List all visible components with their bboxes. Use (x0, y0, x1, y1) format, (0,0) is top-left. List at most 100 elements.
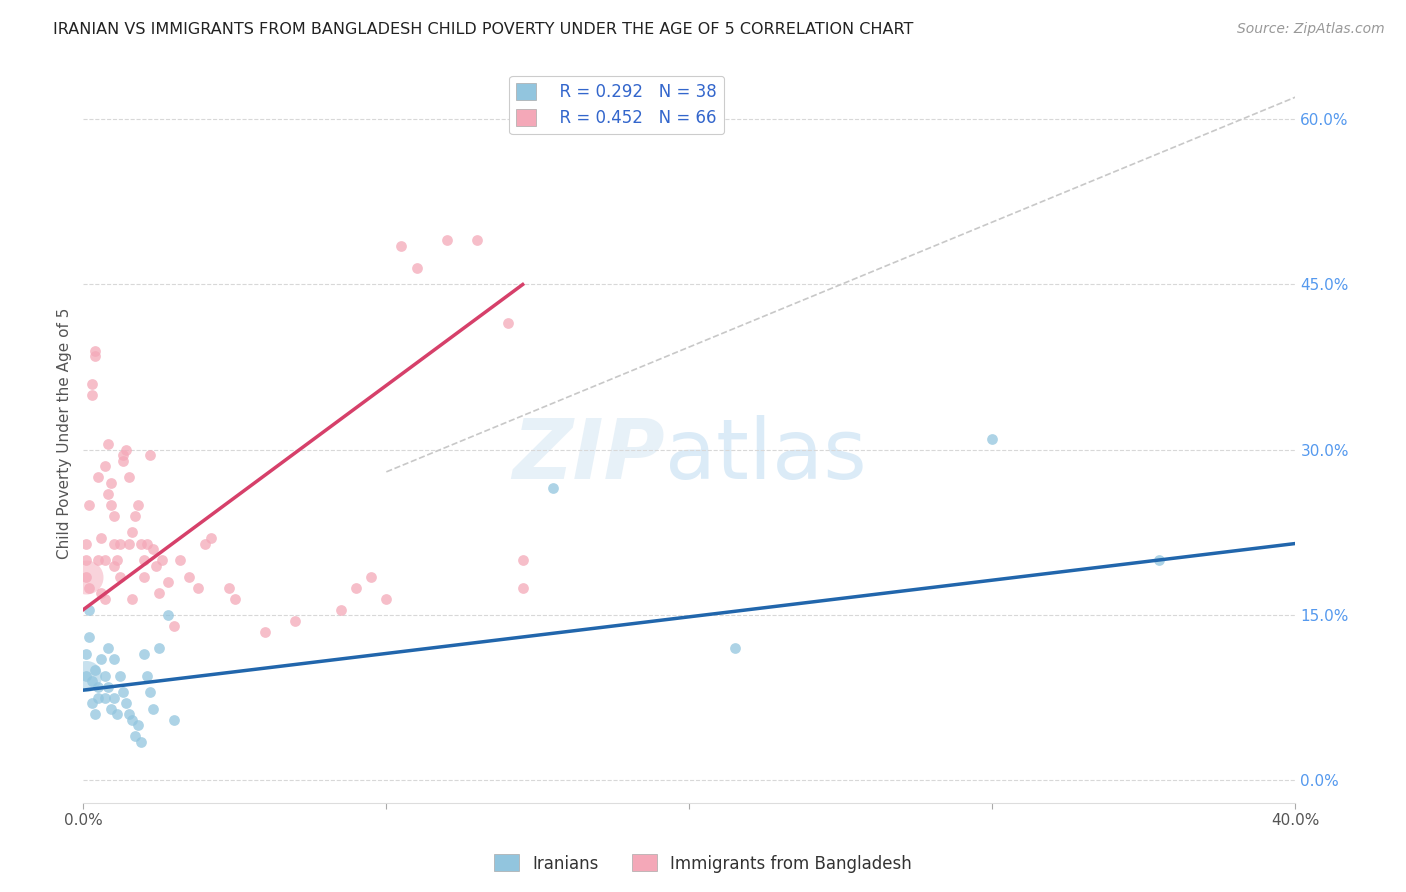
Point (79, 498, 101, 512)
Point (541, 482, 564, 496)
Point (82, 674, 104, 689)
Point (127, 718, 149, 732)
Point (84, 343, 107, 358)
Point (163, 713, 186, 727)
Point (132, 553, 155, 567)
Y-axis label: Child Poverty Under the Age of 5: Child Poverty Under the Age of 5 (58, 308, 72, 559)
Point (75, 553, 97, 567)
Point (496, 316, 519, 330)
Point (132, 647, 155, 661)
Point (329, 602, 352, 616)
Point (136, 536, 159, 550)
Point (103, 558, 125, 573)
Point (108, 669, 131, 683)
Point (93, 553, 115, 567)
Point (111, 685, 134, 699)
Point (157, 608, 180, 623)
Point (114, 442, 136, 457)
Point (121, 591, 143, 606)
Point (121, 713, 143, 727)
Point (118, 707, 141, 722)
Point (105, 553, 128, 567)
Point (163, 619, 186, 633)
Point (139, 448, 162, 462)
Point (111, 448, 134, 462)
Point (96, 437, 118, 451)
Point (224, 591, 246, 606)
Point (100, 475, 122, 490)
Point (136, 669, 159, 683)
Point (93, 669, 115, 683)
Point (79, 581, 101, 595)
Point (75, 569, 97, 583)
Point (129, 735, 152, 749)
Point (391, 239, 413, 253)
Point (724, 641, 747, 656)
Point (179, 569, 201, 583)
Point (254, 624, 277, 639)
Point (148, 641, 170, 656)
Point (121, 525, 143, 540)
Point (981, 432, 1004, 446)
Point (142, 541, 165, 556)
Text: ZIP: ZIP (513, 415, 665, 496)
Point (75, 647, 97, 661)
Point (90, 652, 112, 666)
Point (187, 581, 209, 595)
Text: IRANIAN VS IMMIGRANTS FROM BANGLADESH CHILD POVERTY UNDER THE AGE OF 5 CORRELATI: IRANIAN VS IMMIGRANTS FROM BANGLADESH CH… (53, 22, 914, 37)
Point (100, 702, 122, 716)
Point (93, 690, 115, 705)
Point (118, 536, 141, 550)
Point (124, 730, 146, 744)
Point (108, 536, 131, 550)
Point (124, 508, 146, 523)
Point (132, 569, 155, 583)
Point (169, 553, 191, 567)
Point (218, 581, 240, 595)
Point (87, 690, 110, 705)
Point (118, 470, 141, 484)
Point (114, 696, 136, 710)
Legend: Iranians, Immigrants from Bangladesh: Iranians, Immigrants from Bangladesh (488, 847, 918, 880)
Point (360, 569, 382, 583)
Point (90, 586, 112, 600)
Point (148, 586, 170, 600)
Point (75, 536, 97, 550)
Point (75, 669, 97, 683)
Point (82, 696, 104, 710)
Point (375, 591, 398, 606)
Point (436, 234, 458, 248)
Point (512, 553, 534, 567)
Point (79, 630, 101, 644)
Point (127, 498, 149, 512)
Point (157, 575, 180, 590)
Point (150, 553, 173, 567)
Point (142, 702, 165, 716)
Point (129, 536, 152, 550)
Point (84, 663, 107, 677)
Point (96, 641, 118, 656)
Point (79, 602, 101, 616)
Point (103, 652, 125, 666)
Point (75, 669, 97, 683)
Point (1147, 553, 1170, 567)
Point (103, 508, 125, 523)
Point (465, 234, 488, 248)
Point (93, 459, 115, 474)
Point (103, 536, 125, 550)
Point (82, 388, 104, 402)
Point (512, 581, 534, 595)
Point (193, 536, 215, 550)
Point (284, 614, 307, 628)
Point (96, 487, 118, 501)
Point (103, 690, 125, 705)
Point (84, 707, 107, 722)
Point (405, 260, 427, 275)
Point (87, 680, 110, 694)
Point (90, 531, 112, 545)
Text: Source: ZipAtlas.com: Source: ZipAtlas.com (1237, 22, 1385, 37)
Point (96, 680, 118, 694)
Point (87, 470, 110, 484)
Legend:   R = 0.292   N = 38,   R = 0.452   N = 66: R = 0.292 N = 38, R = 0.452 N = 66 (509, 76, 724, 134)
Point (139, 685, 162, 699)
